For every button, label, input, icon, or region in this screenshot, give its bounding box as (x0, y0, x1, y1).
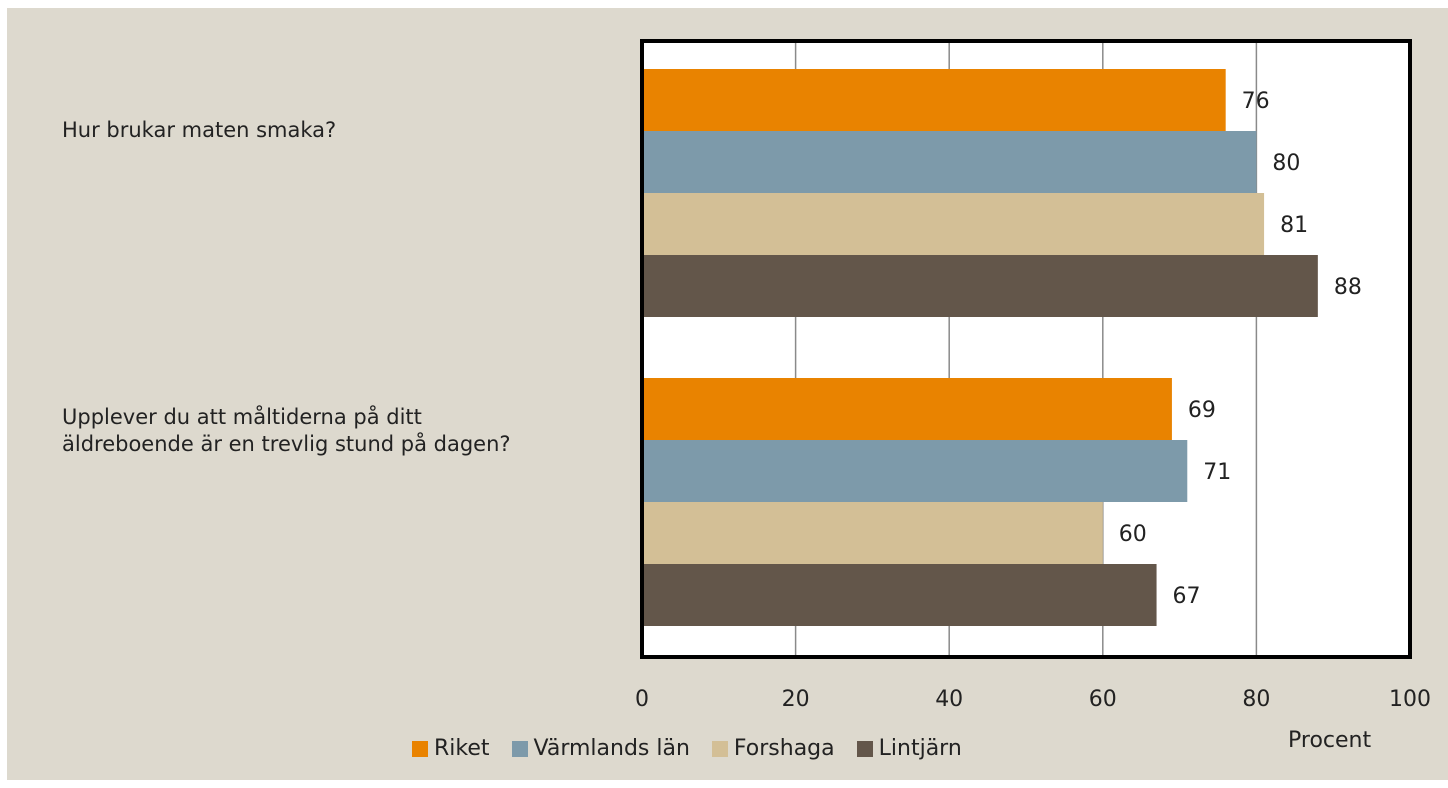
legend: Riket Värmlands län Forshaga Lintjärn (412, 736, 984, 761)
data-label-1-0: 69 (1188, 398, 1216, 423)
legend-item-riket: Riket (412, 736, 490, 761)
x-tick-label-0: 0 (635, 687, 649, 712)
bar-0-2 (642, 193, 1265, 255)
legend-label-varmlands-lan: Värmlands län (533, 736, 690, 761)
bar-1-0 (642, 378, 1172, 440)
x-tick-label-100: 100 (1389, 687, 1431, 712)
x-tick-label-40: 40 (935, 687, 963, 712)
plot-frame (640, 39, 1412, 659)
bar-chart: 76 80 81 88 69 71 60 67 0 20 40 60 80 100 (635, 39, 1431, 712)
legend-swatch-riket (412, 740, 428, 757)
x-tick-label-80: 80 (1242, 687, 1270, 712)
data-label-1-3: 67 (1173, 584, 1201, 609)
chart-panel: 76 80 81 88 69 71 60 67 0 20 40 60 80 100 Hur brukar … (7, 8, 1448, 780)
data-label-0-1: 80 (1272, 151, 1300, 176)
legend-swatch-forshaga (711, 740, 728, 757)
category-label-1: Upplever du att måltiderna på ditt äldre… (62, 405, 511, 456)
legend-label-lintjarn: Lintjärn (878, 736, 962, 761)
bar-1-2 (642, 502, 1103, 564)
category-label-0: Hur brukar maten smaka? (62, 118, 337, 142)
data-label-0-3: 88 (1334, 275, 1362, 300)
legend-item-lintjarn: Lintjärn (856, 736, 962, 761)
bar-0-1 (642, 131, 1257, 193)
data-label-0-2: 81 (1280, 213, 1308, 238)
legend-label-riket: Riket (434, 736, 490, 761)
legend-swatch-lintjarn (856, 740, 873, 757)
legend-swatch-varmlands-lan (511, 740, 528, 757)
bar-1-1 (642, 440, 1188, 502)
bar-0-0 (642, 69, 1226, 131)
x-tick-label-60: 60 (1089, 687, 1117, 712)
legend-item-forshaga: Forshaga (711, 736, 835, 761)
x-tick-label-20: 20 (782, 687, 810, 712)
bar-0-3 (642, 255, 1318, 317)
data-label-1-1: 71 (1203, 460, 1231, 485)
data-label-1-2: 60 (1119, 522, 1147, 547)
legend-item-varmlands-lan: Värmlands län (511, 736, 690, 761)
x-axis-title: Procent (1288, 728, 1372, 753)
bar-1-3 (642, 564, 1157, 626)
legend-label-forshaga: Forshaga (733, 736, 835, 761)
data-label-0-0: 76 (1242, 89, 1270, 114)
